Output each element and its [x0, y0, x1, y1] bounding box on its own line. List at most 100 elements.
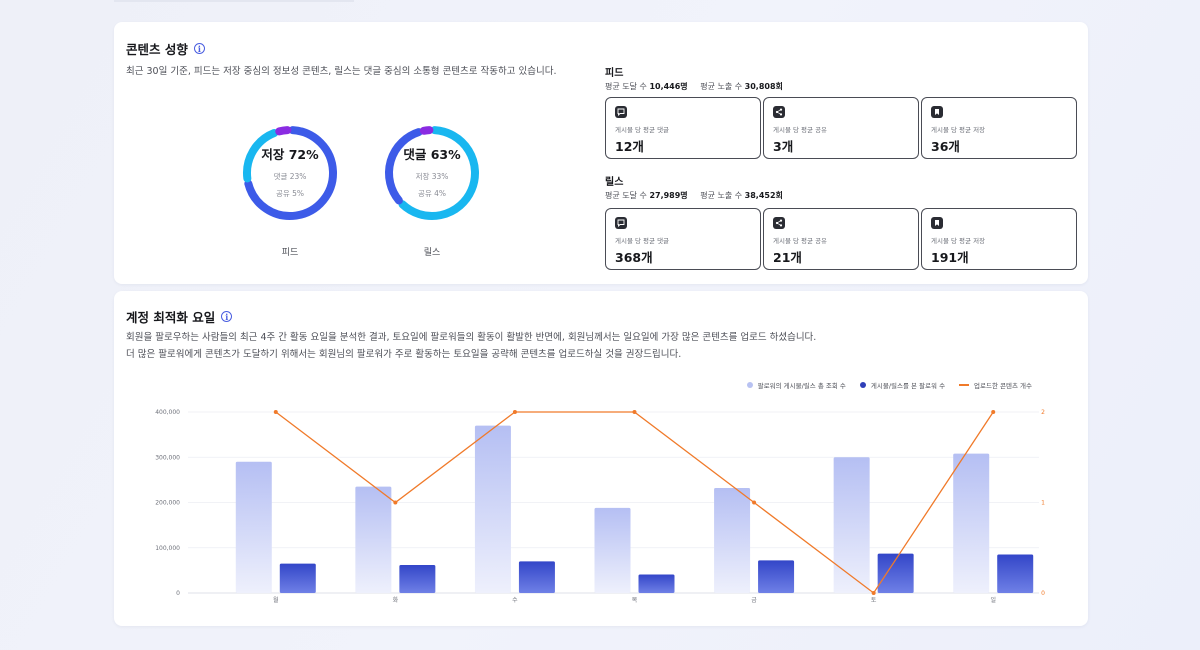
reels-donut-chart: 댓글 63% 저장 33% 공유 4%: [382, 123, 482, 223]
feed-donut-label: 피드: [281, 248, 299, 258]
bar-total-views[interactable]: [833, 457, 870, 593]
stat-label: 게시물 당 평균 저장: [931, 126, 986, 134]
reels-stat-share: 게시물 당 평균 공유 21개: [763, 208, 919, 270]
x-tick-label: 화: [393, 597, 399, 604]
donut-segment-0[interactable]: [244, 126, 337, 220]
bar-viewers[interactable]: [997, 554, 1034, 593]
donut-segment-1[interactable]: [385, 128, 423, 205]
legend-item-uploads[interactable]: 업로드한 콘텐츠 개수: [959, 380, 1032, 390]
legend-item-total-views[interactable]: 팔로워의 게시물/릴스 총 조회 수: [746, 380, 846, 390]
stat-value: 12개: [615, 139, 644, 154]
comment-icon: [615, 217, 627, 229]
optimization-title-text: 계정 최적화 요일: [126, 310, 216, 325]
uploads-point[interactable]: [752, 500, 757, 505]
uploads-point[interactable]: [991, 410, 996, 414]
feed-stat-share: 게시물 당 평균 공유 3개: [763, 97, 919, 159]
info-icon[interactable]: i: [193, 43, 205, 54]
share-icon: [773, 217, 785, 229]
donut-segment-2[interactable]: [419, 126, 434, 135]
x-tick-label: 금: [751, 597, 757, 604]
y-left-tick-label: 200,000: [155, 500, 180, 507]
uploads-point[interactable]: [632, 410, 637, 414]
chart-legend: 팔로워의 게시물/릴스 총 조회 수 게시물/릴스를 본 팔로워 수 업로드한 …: [746, 380, 1032, 390]
weekday-combo-chart: 0 100,000 200,000 300,000 400,000 0 1 2 월 화 수 목 금 토 일: [155, 409, 1045, 604]
legend-label: 업로드한 콘텐츠 개수: [974, 382, 1032, 390]
info-icon[interactable]: i: [221, 311, 233, 322]
y-left-tick-label: 100,000: [155, 545, 180, 552]
share-icon: [773, 106, 785, 118]
bar-viewers[interactable]: [758, 560, 795, 593]
stat-label: 게시물 당 평균 댓글: [615, 126, 670, 134]
reels-reach-value: 27,989명: [649, 191, 688, 200]
stat-label: 게시물 당 평균 공유: [773, 237, 828, 245]
reels-section-title: 릴스: [605, 177, 624, 188]
reels-donut-svg: [385, 126, 479, 220]
bar-viewers[interactable]: [518, 561, 555, 593]
legend-swatch: [746, 382, 753, 388]
feed-donut-chart: 저장 72% 댓글 23% 공유 5%: [240, 123, 340, 223]
stat-value: 368개: [615, 250, 653, 265]
x-tick-label: 목: [632, 597, 638, 604]
optimization-description-line2: 더 많은 팔로워에게 콘텐츠가 도달하기 위해서는 회원님의 팔로워가 주로 활…: [126, 349, 682, 360]
uploads-point[interactable]: [871, 591, 876, 595]
stat-label: 게시물 당 평균 공유: [773, 126, 828, 134]
legend-label: 게시물/릴스를 본 팔로워 수: [870, 382, 946, 390]
optimization-card: 계정 최적화 요일 i 회원을 팔로우하는 사람들의 최근 4주 간 활동 요일…: [114, 291, 1088, 626]
reels-stat-save: 게시물 당 평균 저장 191개: [921, 208, 1077, 270]
legend-item-viewers[interactable]: 게시물/릴스를 본 팔로워 수: [859, 380, 946, 390]
y-left-tick-label: 300,000: [155, 454, 180, 461]
reels-donut-sub1: 저장 33%: [415, 172, 449, 181]
reels-section-meta: 평균 도달 수 27,989명 평균 노출 수 38,452회: [605, 190, 783, 201]
y-left-tick-label: 400,000: [155, 409, 180, 416]
content-trend-description: 최근 30일 기준, 피드는 저장 중심의 정보성 콘텐츠, 릴스는 댓글 중심…: [126, 66, 557, 77]
bar-viewers[interactable]: [279, 563, 316, 593]
stat-label: 게시물 당 평균 저장: [931, 237, 986, 245]
optimization-description: 회원을 팔로우하는 사람들의 최근 4주 간 활동 요일을 분석한 결과, 토요…: [126, 329, 816, 363]
uploads-point[interactable]: [393, 500, 398, 505]
uploads-point[interactable]: [273, 410, 278, 414]
feed-section-title: 피드: [605, 68, 624, 79]
bar-total-views[interactable]: [474, 425, 511, 593]
stat-label: 게시물 당 평균 댓글: [615, 237, 670, 245]
bar-viewers[interactable]: [399, 564, 436, 593]
feed-reach-label: 평균 도달 수: [605, 82, 647, 91]
x-tick-label: 수: [512, 597, 518, 604]
feed-impr-label: 평균 노출 수: [700, 82, 743, 91]
bar-total-views[interactable]: [714, 488, 751, 593]
donut-segment-2[interactable]: [275, 126, 292, 136]
y-right-tick-label: 2: [1041, 409, 1045, 416]
x-tick-label: 월: [273, 596, 279, 604]
feed-donut-sub2: 공유 5%: [275, 189, 305, 198]
bar-total-views[interactable]: [235, 461, 272, 593]
stat-value: 3개: [773, 139, 794, 154]
feed-impr-value: 30,808회: [744, 82, 783, 91]
legend-swatch: [859, 382, 866, 388]
bar-total-views[interactable]: [953, 453, 990, 593]
bar-total-views[interactable]: [594, 507, 631, 593]
y-left-tick-label: 0: [176, 590, 180, 597]
x-tick-label: 일: [990, 596, 996, 604]
content-trend-title-text: 콘텐츠 성향: [126, 42, 188, 57]
bar-total-views[interactable]: [355, 486, 392, 593]
legend-label: 팔로워의 게시물/릴스 총 조회 수: [757, 382, 846, 390]
reels-donut-main: 댓글 63%: [403, 147, 461, 162]
reels-reach-label: 평균 도달 수: [605, 191, 647, 200]
feed-stat-comment: 게시물 당 평균 댓글 12개: [605, 97, 761, 159]
y-right-tick-label: 0: [1041, 590, 1045, 597]
content-trend-title: 콘텐츠 성향 i: [126, 39, 205, 58]
donut-segment-0[interactable]: [398, 126, 479, 220]
bar-viewers[interactable]: [638, 574, 675, 593]
feed-stat-save: 게시물 당 평균 저장 36개: [921, 97, 1077, 159]
reels-impr-label: 평균 노출 수: [700, 191, 743, 200]
content-trend-card: 콘텐츠 성향 i 최근 30일 기준, 피드는 저장 중심의 정보성 콘텐츠, …: [114, 22, 1088, 284]
uploads-point[interactable]: [512, 410, 517, 414]
feed-donut-svg: [243, 126, 337, 220]
bar-viewers[interactable]: [877, 553, 914, 593]
feed-section-meta: 평균 도달 수 10,446명 평균 노출 수 30,808회: [605, 81, 783, 92]
stat-value: 191개: [931, 250, 969, 265]
y-right-tick-label: 1: [1041, 500, 1045, 507]
comment-icon: [615, 106, 627, 118]
reels-donut-sub2: 공유 4%: [417, 189, 447, 198]
donut-segment-1[interactable]: [243, 128, 279, 183]
bookmark-icon: [931, 217, 943, 229]
